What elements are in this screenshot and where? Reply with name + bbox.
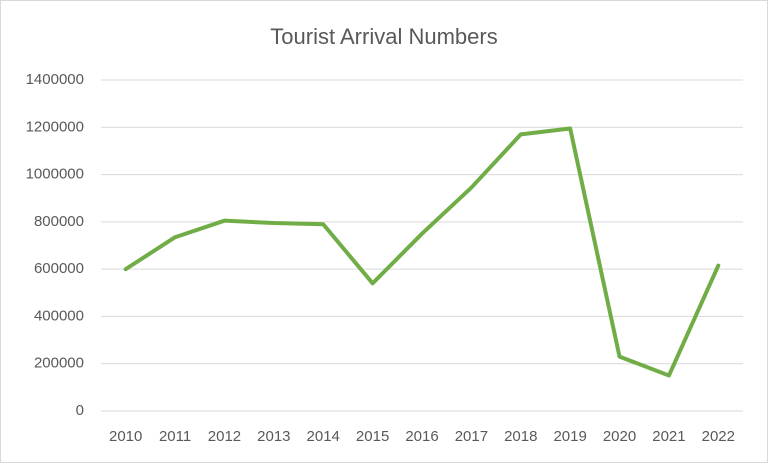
- data-line: [123, 126, 721, 378]
- x-tick-label: 2014: [307, 428, 340, 445]
- y-tick-label: 200000: [34, 355, 84, 372]
- x-tick-label: 2013: [257, 428, 290, 445]
- chart-title: Tourist Arrival Numbers: [270, 24, 497, 49]
- y-tick-label: 1000000: [26, 166, 84, 183]
- y-tick-label: 1400000: [26, 71, 84, 88]
- y-tick-label: 0: [76, 402, 84, 419]
- x-tick-label: 2017: [455, 428, 488, 445]
- x-tick-label: 2020: [603, 428, 636, 445]
- x-tick-label: 2019: [553, 428, 586, 445]
- x-tick-label: 2015: [356, 428, 389, 445]
- y-tick-label: 800000: [34, 213, 84, 230]
- x-tick-label: 2010: [109, 428, 142, 445]
- x-tick-label: 2011: [159, 428, 191, 445]
- x-tick-label: 2012: [208, 428, 241, 445]
- y-tick-label: 400000: [34, 307, 84, 324]
- y-tick-label: 600000: [34, 260, 84, 277]
- x-tick-label: 2016: [405, 428, 438, 445]
- y-tick-label: 1200000: [26, 118, 84, 135]
- x-tick-label: 2021: [652, 428, 685, 445]
- x-tick-label: 2022: [702, 428, 735, 445]
- x-tick-label: 2018: [504, 428, 537, 445]
